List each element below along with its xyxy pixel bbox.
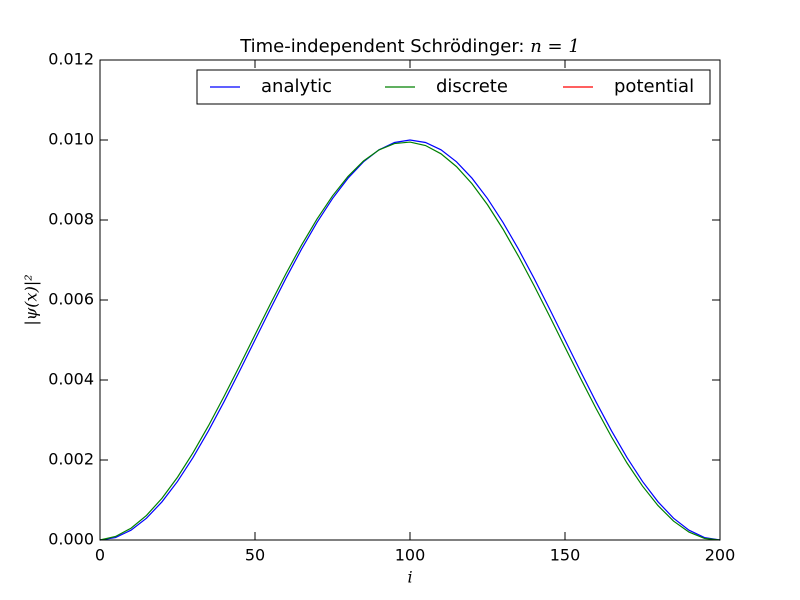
legend-label: potential (614, 76, 694, 97)
x-axis-label: i (407, 568, 412, 587)
series-line (99, 141, 721, 541)
x-tick-label: 0 (95, 546, 105, 565)
chart-title: Time-independent Schrödinger: n = 1 (239, 36, 580, 57)
legend-label: discrete (436, 76, 508, 97)
y-tick-label: 0.012 (48, 50, 94, 69)
x-tick-label: 50 (245, 546, 265, 565)
legend-box (196, 69, 711, 105)
title-math: n = 1 (530, 36, 580, 57)
y-tick-label: 0.010 (48, 130, 94, 149)
x-tick-label: 200 (705, 546, 736, 565)
y-tick-label: 0.002 (48, 450, 94, 469)
y-tick-label: 0.004 (48, 370, 94, 389)
plot-frame (99, 59, 721, 541)
x-tick-label: 150 (550, 546, 581, 565)
y-tick-label: 0.000 (48, 530, 94, 549)
title-text: Time-independent Schrödinger: (239, 36, 524, 57)
y-axis-label: |ψ(x)|² (22, 274, 41, 325)
y-tick-label: 0.008 (48, 210, 94, 229)
y-tick-label: 0.006 (48, 290, 94, 309)
series-line (99, 139, 721, 541)
x-tick-label: 100 (395, 546, 426, 565)
legend-label: analytic (261, 76, 332, 97)
